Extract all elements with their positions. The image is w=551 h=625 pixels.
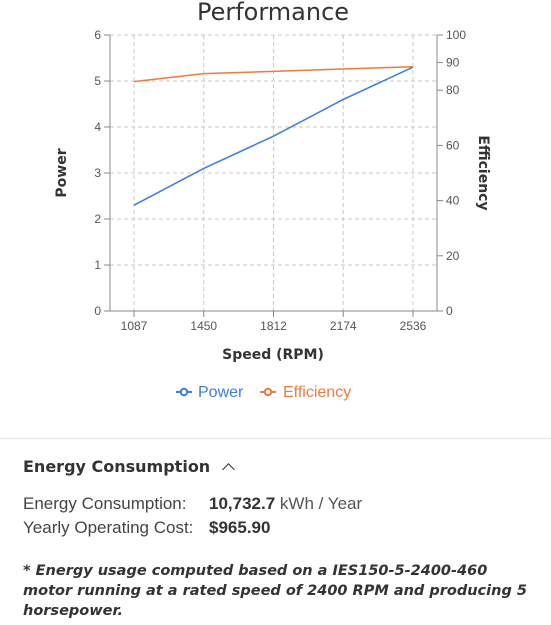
energy-consumption-label: Energy Consumption:	[23, 494, 187, 513]
x-axis-tick-label: 2174	[330, 319, 357, 333]
energy-consumption-value: 10,732.7	[209, 494, 276, 513]
legend-efficiency-marker	[263, 387, 273, 397]
right-axis-title: Efficiency	[475, 135, 491, 210]
energy-consumption-toggle[interactable]: Energy Consumption	[23, 457, 236, 476]
x-axis-tick-label: 1450	[190, 319, 217, 333]
left-axis-tick-label: 3	[94, 166, 101, 180]
chart-series	[133, 65, 414, 206]
left-axis-title: Power	[54, 148, 70, 197]
x-axis-title: Speed (RPM)	[222, 347, 324, 363]
right-axis-tick-label: 90	[446, 56, 460, 70]
left-axis-tick-label: 6	[94, 28, 101, 42]
operating-cost-label: Yearly Operating Cost:	[23, 518, 194, 537]
chart-title: Performance	[197, 0, 349, 26]
legend-power-marker	[179, 387, 189, 397]
legend-efficiency-label: Efficiency	[283, 384, 351, 401]
left-axis-tick-label: 0	[94, 304, 101, 318]
x-axis-tick-label: 2536	[400, 319, 427, 333]
x-axis-tick-label: 1812	[260, 319, 287, 333]
right-axis-tick-label: 20	[446, 249, 460, 263]
left-axis-tick-label: 2	[94, 212, 101, 226]
left-axis-tick-label: 5	[94, 74, 101, 88]
legend-efficiency[interactable]: Efficiency	[260, 384, 351, 401]
operating-cost-row: Yearly Operating Cost: $965.90	[23, 518, 270, 538]
chevron-up-icon	[222, 463, 236, 476]
chart-grid	[110, 34, 437, 311]
operating-cost-value: $965.90	[209, 518, 271, 537]
section-divider	[0, 438, 551, 439]
series-line-power	[133, 66, 414, 206]
right-axis-tick-label: 40	[446, 194, 460, 208]
legend-power-label: Power	[198, 384, 244, 401]
x-axis-tick-label: 1087	[121, 319, 148, 333]
right-axis-tick-label: 0	[446, 304, 453, 318]
energy-consumption-unit: kWh / Year	[279, 494, 363, 513]
legend-power[interactable]: Power	[176, 384, 244, 401]
right-axis-tick-label: 100	[446, 28, 466, 42]
energy-footnote: * Energy usage computed based on a IES15…	[23, 563, 527, 619]
right-axis-tick-label: 60	[446, 138, 460, 152]
right-axis-tick-label: 80	[446, 83, 460, 97]
energy-consumption-row: Energy Consumption: 10,732.7 kWh / Year	[23, 494, 362, 514]
series-line-efficiency	[133, 65, 414, 83]
left-axis-tick-label: 4	[94, 120, 101, 134]
left-axis-tick-label: 1	[94, 258, 101, 272]
energy-consumption-header: Energy Consumption	[23, 457, 211, 476]
